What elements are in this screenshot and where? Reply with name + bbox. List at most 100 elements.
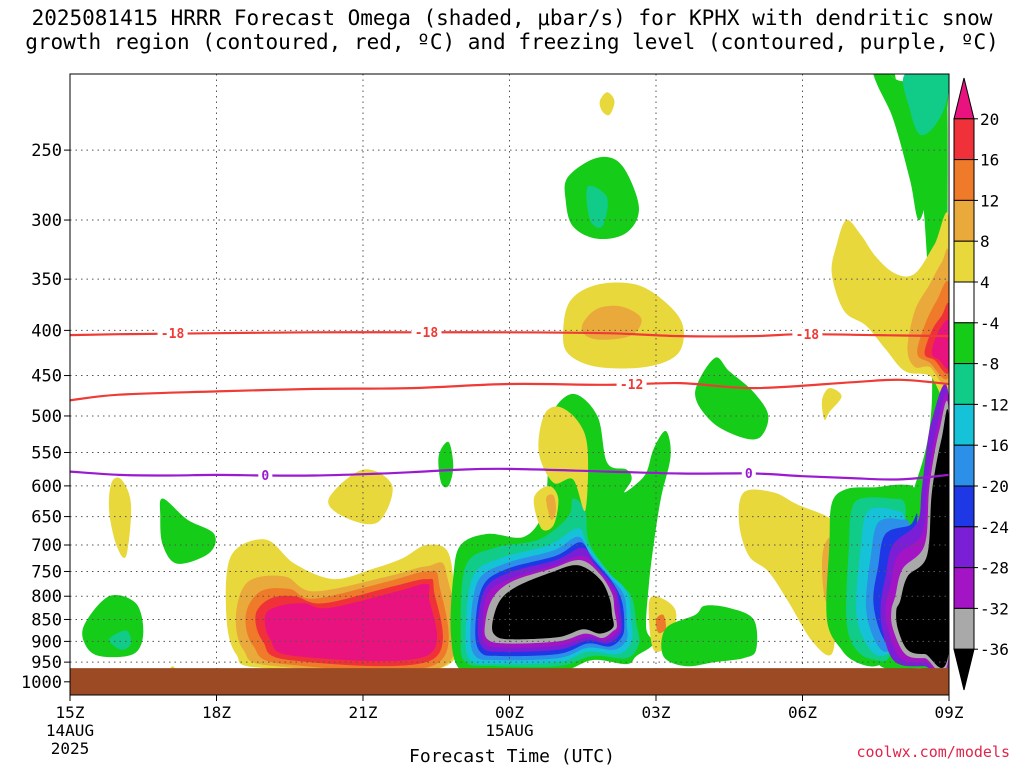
contour-label-bg bbox=[792, 327, 823, 342]
colorbar-label: -16 bbox=[980, 436, 1009, 455]
colorbar-label: 16 bbox=[980, 151, 999, 170]
contour-label-bg bbox=[411, 325, 442, 340]
colorbar-label: -12 bbox=[980, 395, 1009, 414]
y-tick-label: 1000 bbox=[21, 673, 62, 693]
y-tick-label: 900 bbox=[31, 632, 62, 652]
colorbar-bin bbox=[953, 322, 975, 365]
omega-region bbox=[328, 469, 393, 525]
y-tick-label: 650 bbox=[31, 508, 62, 528]
colorbar-bin bbox=[953, 240, 975, 283]
colorbar-label: -20 bbox=[980, 477, 1009, 496]
omega-region bbox=[896, 409, 949, 668]
colorbar-label: 20 bbox=[980, 110, 999, 129]
omega-region bbox=[655, 614, 667, 634]
colorbar-arrow-bottom bbox=[953, 648, 975, 691]
colorbar-bin bbox=[953, 607, 975, 650]
pressure-axis: 2503003504004505005506006507007508008509… bbox=[21, 141, 70, 693]
omega-region bbox=[109, 630, 132, 650]
x-tick-label: 21Z bbox=[349, 703, 378, 722]
colorbar-bin bbox=[953, 526, 975, 569]
y-tick-label: 500 bbox=[31, 407, 62, 427]
omega-region bbox=[586, 185, 608, 228]
omega-region bbox=[538, 406, 589, 512]
y-tick-label: 300 bbox=[31, 211, 62, 231]
contour-label: -18 bbox=[161, 327, 185, 342]
colorbar-label: 12 bbox=[980, 191, 999, 210]
colorbar-bin bbox=[953, 485, 975, 528]
y-tick-label: 400 bbox=[31, 321, 62, 341]
omega-colorbar: 20 16 12 8 4 -4 -8 -12 -16 -20 -24 -28 -32 -36 bbox=[953, 77, 1009, 691]
omega-region bbox=[599, 92, 615, 116]
x-tick-label: 03Z bbox=[642, 703, 671, 722]
colorbar-label: -36 bbox=[980, 640, 1009, 659]
y-tick-label: 350 bbox=[31, 270, 62, 290]
x-tick-label: 00Z bbox=[495, 703, 524, 722]
terrain-fill bbox=[70, 668, 949, 695]
colorbar-label: -8 bbox=[980, 355, 999, 374]
omega-region bbox=[492, 565, 614, 640]
contour-line bbox=[70, 378, 949, 402]
x-axis-title: Forecast Time (UTC) bbox=[409, 746, 615, 767]
contour-line bbox=[70, 467, 949, 481]
contour-label: 0 bbox=[261, 469, 269, 484]
colorbar-label: -28 bbox=[980, 559, 1009, 578]
y-tick-label: 800 bbox=[31, 587, 62, 607]
omega-region bbox=[931, 319, 949, 369]
colorbar-bin bbox=[953, 199, 975, 242]
title-line-2: growth region (contoured, red, ºC) and f… bbox=[25, 30, 999, 54]
colorbar-bin bbox=[953, 118, 975, 161]
y-tick-label: 850 bbox=[31, 610, 62, 630]
chart-title: 2025081415 HRRR Forecast Omega (shaded, … bbox=[0, 6, 1024, 54]
colorbar-label: 8 bbox=[980, 232, 990, 251]
y-tick-label: 550 bbox=[31, 444, 62, 464]
contour-label-bg bbox=[157, 326, 188, 341]
colorbar-bin bbox=[953, 403, 975, 446]
colorbar-bin bbox=[953, 363, 975, 405]
title-line-1: 2025081415 HRRR Forecast Omega (shaded, … bbox=[31, 6, 993, 30]
omega-region bbox=[438, 441, 454, 488]
x-tick-label: 09Z bbox=[935, 703, 964, 722]
colorbar-bin bbox=[953, 567, 975, 609]
omega-region bbox=[695, 357, 769, 440]
omega-shading bbox=[82, 74, 949, 683]
colorbar-bin bbox=[953, 281, 975, 324]
y-tick-label: 600 bbox=[31, 477, 62, 497]
omega-region bbox=[738, 489, 852, 656]
contour-label-bg bbox=[616, 377, 647, 392]
y-tick-label: 750 bbox=[31, 562, 62, 582]
y-tick-label: 700 bbox=[31, 536, 62, 556]
y-tick-label: 450 bbox=[31, 367, 62, 387]
x-tick-label: 06Z bbox=[788, 703, 817, 722]
x-tick-year: 2025 bbox=[51, 739, 90, 758]
omega-region bbox=[821, 388, 842, 421]
omega-region bbox=[546, 494, 556, 520]
colorbar-label: -24 bbox=[980, 518, 1009, 537]
x-tick-label: 15Z bbox=[56, 703, 85, 722]
colorbar-arrow-top bbox=[953, 77, 975, 120]
contour-label: -12 bbox=[620, 378, 643, 393]
colorbar-bin bbox=[953, 444, 975, 487]
contour-label-bg bbox=[741, 466, 756, 481]
omega-region bbox=[902, 74, 949, 136]
omega-region bbox=[581, 305, 642, 340]
contour-label-bg bbox=[258, 468, 273, 483]
x-tick-label: 18Z bbox=[202, 703, 231, 722]
y-tick-label: 950 bbox=[31, 653, 62, 673]
credit-link[interactable]: coolwx.com/models bbox=[856, 743, 1010, 761]
contour-label: 0 bbox=[745, 467, 753, 482]
contour-label: -18 bbox=[415, 326, 439, 341]
colorbar-label: 4 bbox=[980, 273, 990, 292]
omega-region bbox=[661, 605, 758, 667]
contour-label: -18 bbox=[796, 328, 820, 343]
omega-region bbox=[108, 477, 132, 559]
colorbar-label: -4 bbox=[980, 314, 999, 333]
temperature-contours: -18 -18 -18 -12 0 0 bbox=[70, 325, 949, 484]
x-tick-date: 14AUG bbox=[46, 721, 94, 740]
y-tick-label: 250 bbox=[31, 141, 62, 161]
colorbar-bin bbox=[953, 159, 975, 201]
omega-region bbox=[159, 498, 216, 564]
x-tick-date: 15AUG bbox=[485, 721, 533, 740]
colorbar-label: -32 bbox=[980, 599, 1009, 618]
